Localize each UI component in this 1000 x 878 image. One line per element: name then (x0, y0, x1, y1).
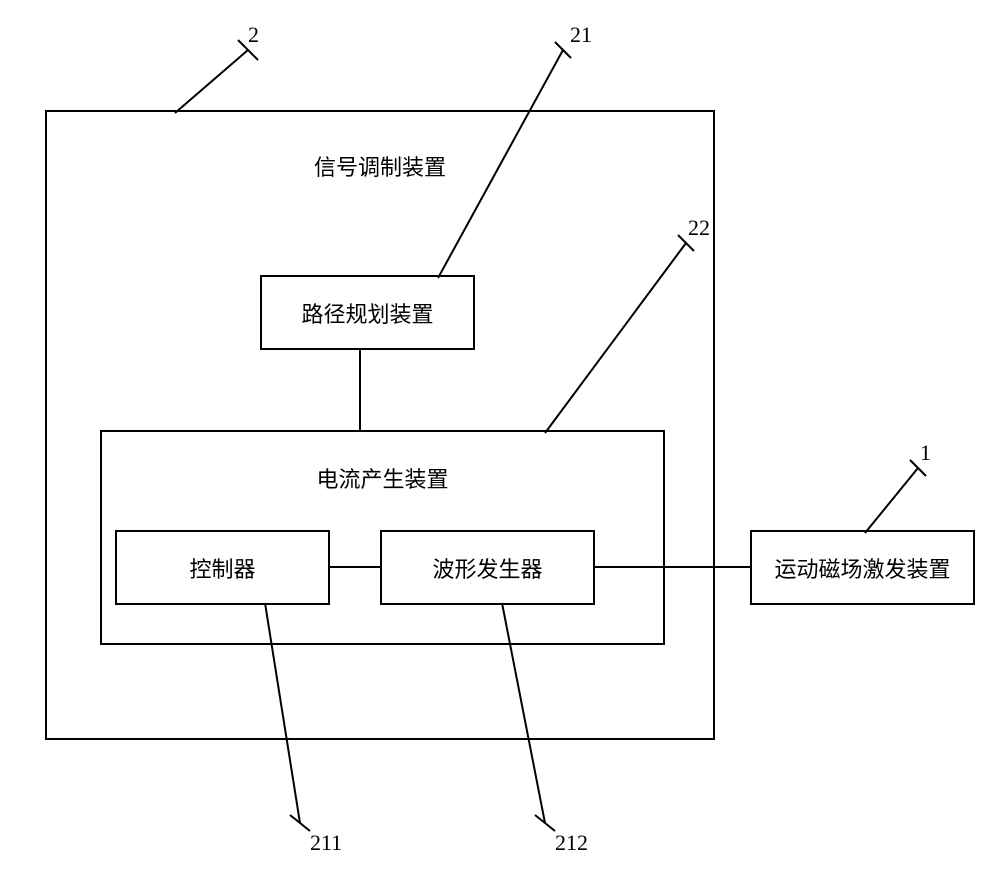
block-diagram: 信号调制装置 路径规划装置 电流产生装置 控制器 波形发生器 运动磁场激发装置 … (0, 0, 1000, 878)
leader-line-2 (175, 50, 248, 113)
path-planning-label: 路径规划装置 (301, 297, 433, 329)
outer-container-box: 信号调制装置 (45, 110, 715, 740)
waveform-generator-box: 波形发生器 (380, 530, 595, 605)
leader-line-1 (865, 468, 918, 533)
ref-num-212: 212 (555, 830, 588, 856)
ref-num-1: 1 (920, 440, 931, 466)
controller-label: 控制器 (189, 552, 255, 584)
controller-box: 控制器 (115, 530, 330, 605)
excitation-device-box: 运动磁场激发装置 (750, 530, 975, 605)
leader-tick-211 (290, 815, 310, 831)
ref-num-211: 211 (310, 830, 342, 856)
path-planning-box: 路径规划装置 (260, 275, 475, 350)
ref-num-22: 22 (688, 215, 710, 241)
ref-num-2: 2 (248, 22, 259, 48)
leader-tick-212 (535, 815, 555, 831)
outer-container-label: 信号调制装置 (314, 150, 446, 182)
leader-tick-21 (555, 42, 571, 58)
waveform-generator-label: 波形发生器 (432, 552, 542, 584)
excitation-device-label: 运动磁场激发装置 (774, 552, 950, 584)
current-gen-label: 电流产生装置 (316, 462, 448, 494)
ref-num-21: 21 (570, 22, 592, 48)
